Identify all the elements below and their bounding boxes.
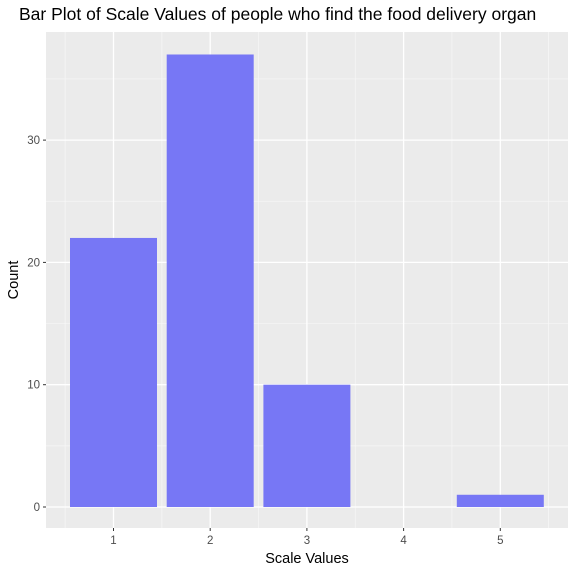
x-axis-title: Scale Values: [265, 551, 349, 567]
bar-5: [456, 494, 544, 507]
x-tick-label: 3: [304, 535, 310, 547]
x-tick-label: 2: [207, 535, 213, 547]
y-axis-ticks: 0 10 20 30: [27, 135, 46, 514]
bar-1: [70, 237, 157, 507]
y-tick-label: 30: [27, 135, 40, 147]
bar-2: [166, 54, 254, 508]
bar-3: [263, 384, 351, 507]
chart-title: Bar Plot of Scale Values of people who f…: [19, 4, 536, 24]
y-tick-label: 10: [27, 380, 40, 392]
bars: [70, 54, 544, 508]
y-axis-title: Count: [6, 261, 22, 300]
x-tick-label: 1: [110, 535, 116, 547]
y-tick-label: 20: [27, 257, 40, 269]
x-tick-label: 5: [497, 535, 503, 547]
y-tick-label: 0: [34, 502, 40, 514]
x-tick-label: 4: [400, 535, 407, 547]
x-axis-ticks: 1 2 3 4 5: [110, 528, 504, 547]
